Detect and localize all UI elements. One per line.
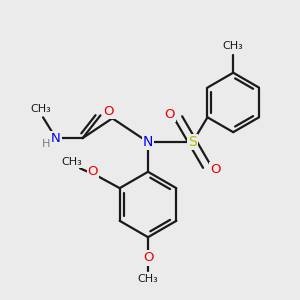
Text: H: H <box>42 139 50 149</box>
Text: CH₃: CH₃ <box>223 41 244 51</box>
Text: CH₃: CH₃ <box>138 274 158 284</box>
Text: O: O <box>210 163 220 176</box>
Text: CH₃: CH₃ <box>31 104 51 114</box>
Text: N: N <box>143 135 153 149</box>
Text: N: N <box>51 132 61 145</box>
Text: S: S <box>188 135 197 149</box>
Text: CH₃: CH₃ <box>62 158 82 167</box>
Text: O: O <box>165 108 175 121</box>
Text: O: O <box>88 165 98 178</box>
Text: O: O <box>103 105 114 118</box>
Text: O: O <box>143 251 153 265</box>
